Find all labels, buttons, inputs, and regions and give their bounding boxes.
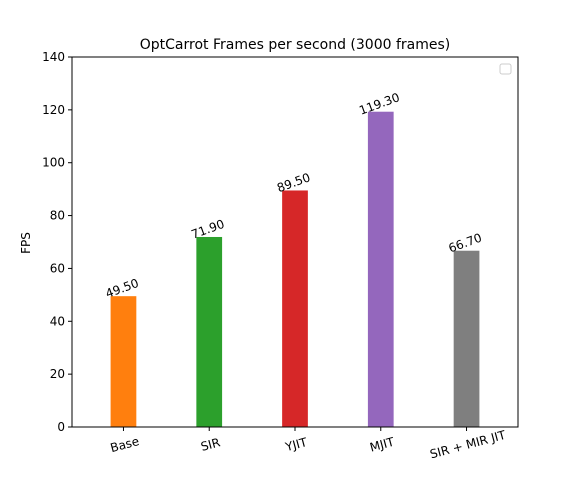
y-tick-label: 40 <box>50 314 65 328</box>
y-tick-label: 0 <box>57 420 65 434</box>
bar <box>196 236 223 427</box>
x-tick-label: SIR + MIR JIT <box>428 428 507 462</box>
bars-group <box>110 111 480 427</box>
y-tick-label: 100 <box>42 156 65 170</box>
x-tick-label: SIR <box>199 435 221 454</box>
bar <box>282 190 308 427</box>
x-tick-label: MJIT <box>368 434 396 454</box>
y-tick-label: 80 <box>50 209 65 223</box>
bar <box>453 250 480 427</box>
x-tick-label: YJIT <box>283 435 309 455</box>
y-tick-label: 120 <box>42 103 65 117</box>
bar <box>367 111 394 427</box>
x-tick-label: Base <box>109 434 141 455</box>
legend-box <box>499 63 512 75</box>
chart-title: OptCarrot Frames per second (3000 frames… <box>140 37 450 53</box>
y-tick-label: 140 <box>42 50 65 64</box>
plot-frame <box>71 56 519 428</box>
y-axis-label: FPS <box>19 232 33 254</box>
y-tick-label: 60 <box>50 261 65 275</box>
bar <box>110 296 137 427</box>
y-tick-label: 20 <box>50 367 65 381</box>
